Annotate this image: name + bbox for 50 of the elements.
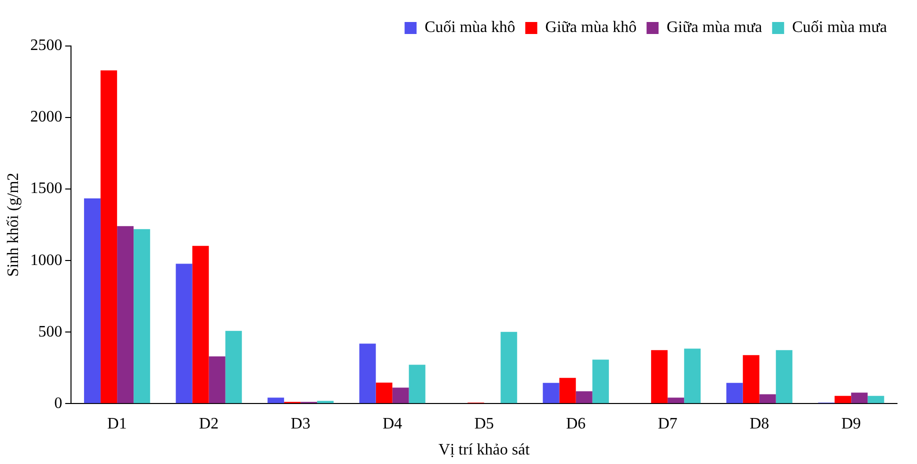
legend-label: Cuối mùa khô xyxy=(424,19,516,36)
bar xyxy=(868,396,884,404)
bar xyxy=(576,391,592,404)
bar xyxy=(726,382,743,404)
bar xyxy=(408,364,426,404)
bar xyxy=(776,350,792,404)
bar xyxy=(208,356,226,404)
x-tick-label: D3 xyxy=(290,415,310,432)
bar xyxy=(359,344,376,404)
bar xyxy=(268,398,284,404)
y-tick-label: 2500 xyxy=(30,37,62,54)
bar xyxy=(559,378,576,404)
x-axis-title: Vị trí khảo sát xyxy=(438,442,530,459)
bar xyxy=(134,229,150,404)
x-tick-label: D6 xyxy=(566,415,586,432)
y-tick-label: 500 xyxy=(38,323,62,340)
x-tick-label: D2 xyxy=(199,415,219,432)
y-tick-label: 1000 xyxy=(30,252,62,269)
y-tick-label: 1500 xyxy=(30,180,62,198)
bar xyxy=(668,398,684,404)
bar xyxy=(176,264,192,404)
legend-label: Giữa mùa mưa xyxy=(666,19,762,36)
bar xyxy=(834,396,852,404)
bar xyxy=(84,198,101,404)
bar xyxy=(192,246,209,404)
bar xyxy=(851,392,868,404)
x-tick-label: D1 xyxy=(107,415,127,432)
bar xyxy=(117,226,134,404)
bar xyxy=(542,382,560,404)
y-tick-label: 0 xyxy=(54,394,62,412)
bar xyxy=(225,330,242,404)
x-tick-label: D5 xyxy=(474,415,494,432)
x-tick-label: D4 xyxy=(382,415,402,432)
bar xyxy=(376,382,392,404)
y-tick-label: 2000 xyxy=(30,108,62,126)
bar xyxy=(684,348,701,404)
bar xyxy=(592,360,609,404)
bar xyxy=(651,350,668,404)
bar xyxy=(392,388,409,404)
legend-label: Giữa mùa khô xyxy=(545,19,637,36)
legend-label: Cuối mùa mưa xyxy=(792,19,888,36)
bar xyxy=(100,70,118,404)
bar xyxy=(317,400,334,404)
y-axis-title: Sinh khối (g/m2 xyxy=(4,172,22,277)
bar xyxy=(500,332,518,404)
x-tick-label: D7 xyxy=(658,415,678,432)
x-tick-label: D8 xyxy=(750,415,770,432)
bar xyxy=(759,394,776,404)
x-tick-label: D9 xyxy=(841,415,861,432)
bar xyxy=(742,355,760,404)
